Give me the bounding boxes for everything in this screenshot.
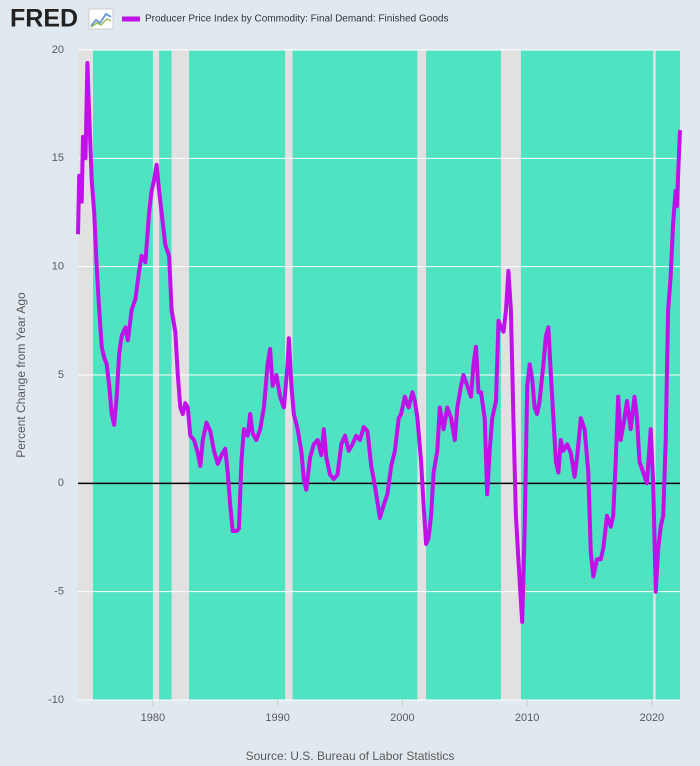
series-line	[76, 61, 682, 624]
x-tick-label: 2000	[390, 712, 414, 724]
x-tick-label: 2010	[515, 712, 539, 724]
legend-label: Producer Price Index by Commodity: Final…	[145, 14, 448, 25]
y-tick-label: 5	[58, 369, 64, 381]
y-tick-label: 20	[52, 44, 64, 56]
y-tick-label: 0	[58, 477, 64, 489]
x-tick-label: 1980	[141, 712, 165, 724]
y-tick-label: -5	[54, 586, 64, 598]
y-axis-label: Percent Change from Year Ago	[14, 292, 28, 458]
x-tick-label: 2020	[640, 712, 664, 724]
source: Source: U.S. Bureau of Labor Statistics	[246, 749, 455, 763]
logo: FRED	[10, 5, 78, 33]
y-tick-label: 15	[52, 152, 64, 164]
y-tick-label: 10	[52, 261, 64, 273]
y-tick-label: -10	[48, 694, 64, 706]
x-tick-label: 1990	[265, 712, 289, 724]
logo-icon	[88, 8, 114, 30]
